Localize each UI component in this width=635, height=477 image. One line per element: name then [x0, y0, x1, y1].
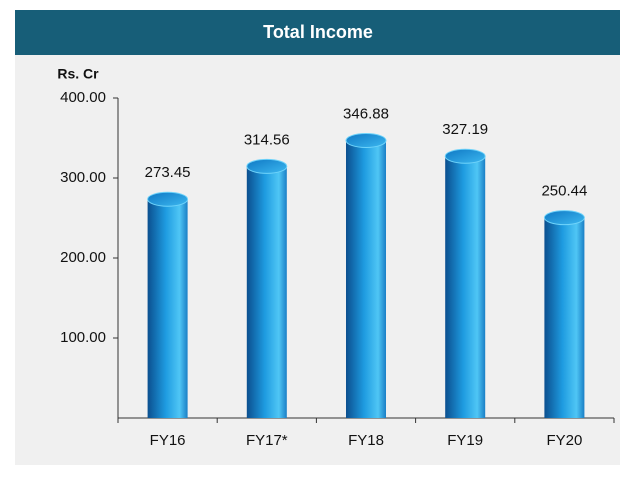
value-label: 314.56 — [244, 131, 290, 148]
bar — [246, 166, 287, 418]
header — [15, 10, 620, 55]
bar-cap — [345, 132, 387, 148]
bar — [147, 199, 188, 418]
chart-title: Total Income — [263, 22, 373, 42]
bar — [544, 217, 585, 418]
y-tick-label: 400.00 — [60, 89, 106, 106]
value-label: 273.45 — [145, 164, 191, 181]
y-tick-label: 200.00 — [60, 249, 106, 266]
x-tick-label: FY16 — [150, 432, 186, 449]
panel — [15, 10, 620, 465]
bar — [346, 140, 386, 418]
x-tick-label: FY17* — [246, 432, 288, 449]
value-label: 327.19 — [442, 121, 488, 138]
bar-cap — [147, 191, 189, 207]
y-tick-label: 100.00 — [60, 329, 106, 346]
value-label: 346.88 — [343, 105, 389, 122]
bar-cap — [543, 210, 585, 226]
bar — [445, 156, 486, 419]
y-axis-label: Rs. Cr — [57, 66, 99, 82]
value-label: 250.44 — [541, 183, 587, 200]
y-tick-label: 300.00 — [60, 169, 106, 186]
x-tick-label: FY18 — [348, 432, 384, 449]
x-tick-label: FY20 — [546, 432, 582, 449]
bar-cap — [444, 148, 486, 164]
bar-cap — [246, 158, 288, 174]
x-tick-label: FY19 — [447, 432, 483, 449]
